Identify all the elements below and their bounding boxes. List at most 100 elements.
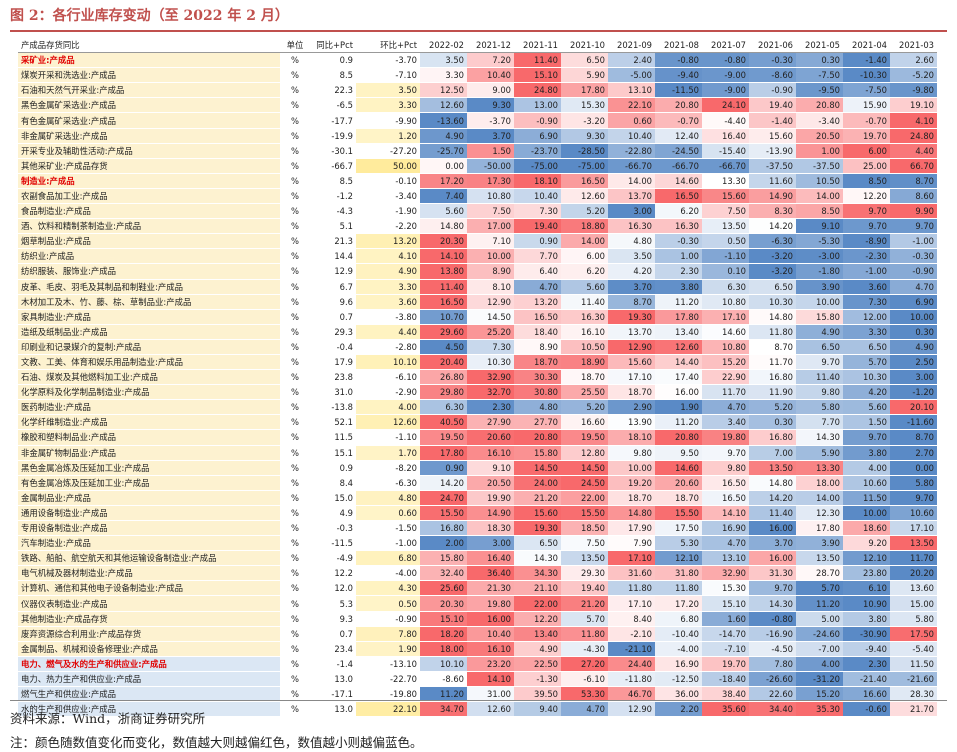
heatmap-cell: 6.00 (561, 248, 608, 265)
heatmap-cell: 8.10 (467, 279, 514, 295)
heatmap-cell: 32.90 (702, 565, 749, 582)
heatmap-cell: -37.50 (796, 158, 843, 174)
heatmap-cell: 8.50 (843, 173, 890, 189)
heatmap-cell: 6.10 (843, 580, 890, 597)
yoy-pct-cell: -66.7 (310, 158, 356, 174)
heatmap-cell: 15.10 (514, 67, 561, 84)
heatmap-cell: 12.90 (608, 701, 655, 718)
unit-cell: % (280, 354, 310, 371)
industry-name: 铁路、船舶、航空航天和其他运输设备制造业:产成品 (18, 550, 280, 567)
yoy-pct-cell: 15.1 (310, 445, 356, 461)
table-row: 燃气生产和供应业:产成品% -17.1 -19.80 11.20 31.00 39.50 5… (18, 686, 937, 703)
mom-pct-cell: 1.20 (356, 128, 420, 144)
heatmap-cell: -1.80 (796, 263, 843, 280)
yoy-pct-cell: 12.0 (310, 580, 356, 597)
heatmap-cell: -50.00 (467, 158, 514, 174)
heatmap-cell: 34.30 (514, 565, 561, 582)
heatmap-cell: 8.40 (608, 611, 655, 627)
mom-pct-cell: 4.10 (356, 248, 420, 265)
heatmap-cell: 2.60 (890, 52, 937, 69)
heatmap-cell: 17.00 (467, 218, 514, 235)
heatmap-cell: 18.00 (796, 475, 843, 491)
mom-pct-cell: -2.20 (356, 218, 420, 235)
heatmap-cell: 10.10 (420, 656, 467, 672)
mom-pct-cell: 50.00 (356, 158, 420, 174)
heatmap-cell: 13.30 (702, 173, 749, 189)
heatmap-cell: 22.90 (702, 369, 749, 386)
yoy-pct-cell: 8.5 (310, 67, 356, 84)
heatmap-cell: 14.30 (796, 429, 843, 446)
heatmap-cell: -0.30 (749, 52, 796, 69)
heatmap-cell: 21.20 (514, 490, 561, 506)
heatmap-cell: -9.00 (702, 82, 749, 99)
heatmap-cell: 15.80 (796, 309, 843, 325)
heatmap-cell: 18.10 (608, 429, 655, 446)
heatmap-cell: 9.80 (796, 384, 843, 401)
heatmap-cell: 4.20 (608, 263, 655, 280)
mom-pct-cell: 22.10 (356, 701, 420, 718)
heatmap-cell: 15.90 (843, 97, 890, 114)
industry-name: 制造业:产成品 (18, 173, 280, 189)
unit-cell: % (280, 565, 310, 582)
yoy-pct-cell: 5.3 (310, 595, 356, 612)
heatmap-cell: -1.10 (702, 248, 749, 265)
heatmap-cell: -1.00 (843, 263, 890, 280)
table-row: 金属制品业:产成品% 15.0 4.80 24.70 19.90 21.20 22.00 18… (18, 490, 937, 506)
yoy-pct-cell: 13.0 (310, 701, 356, 718)
unit-cell: % (280, 671, 310, 688)
table-row: 采矿业:产成品% 0.9 -3.70 3.50 7.20 11.40 6.50 2.40 -0.… (18, 52, 937, 69)
heatmap-cell: 16.50 (702, 490, 749, 506)
yoy-pct-cell: 23.4 (310, 641, 356, 657)
heatmap-cell: 0.90 (514, 233, 561, 250)
heatmap-cell: 14.00 (796, 490, 843, 506)
industry-name: 化学纤维制造业:产成品 (18, 414, 280, 431)
table-row: 其他制造业:产成品存货% 9.3 -0.90 15.10 16.00 12.20 5.70 8… (18, 611, 937, 627)
yoy-pct-cell: -0.4 (310, 339, 356, 355)
unit-cell: % (280, 535, 310, 552)
column-header: 2021-11 (514, 38, 561, 54)
heatmap-cell: 14.80 (608, 505, 655, 522)
yoy-pct-cell: -1.4 (310, 656, 356, 672)
table-row: 农副食品加工业:产成品% -1.2 -3.40 7.40 10.80 10.40 12.60… (18, 188, 937, 205)
heatmap-cell: 20.80 (796, 97, 843, 114)
heatmap-cell: 5.70 (561, 611, 608, 627)
heatmap-cell: 6.20 (655, 203, 702, 220)
heatmap-cell: 20.10 (890, 399, 937, 416)
heatmap-cell: 19.90 (467, 490, 514, 506)
heatmap-cell: 15.50 (561, 505, 608, 522)
heatmap-cell: 9.70 (702, 445, 749, 461)
source-note: 资料来源：Wind，浙商证券研究所 (10, 711, 206, 726)
heatmap-cell: 16.00 (655, 384, 702, 401)
table-row: 开采专业及辅助性活动:产成品% -30.1 -27.20 -25.70 1.50 -23.… (18, 143, 937, 159)
heatmap-cell: -5.00 (608, 67, 655, 84)
heatmap-cell: -8.60 (749, 67, 796, 84)
table-row: 印刷业和记录媒介的复制:产成品% -0.4 -2.80 4.50 7.30 8.90 10.… (18, 339, 937, 355)
heatmap-cell: 0.50 (702, 233, 749, 250)
heatmap-cell: 19.30 (608, 309, 655, 325)
mom-pct-cell: -1.50 (356, 520, 420, 537)
yoy-pct-cell: -6.5 (310, 97, 356, 114)
heatmap-cell: 3.90 (796, 535, 843, 552)
heatmap-cell: 9.70 (890, 218, 937, 235)
mom-pct-cell: 3.50 (356, 82, 420, 99)
heatmap-cell: 18.00 (420, 641, 467, 657)
heatmap-cell: 10.30 (749, 294, 796, 310)
industry-name: 有色金属冶炼及压延加工业:产成品 (18, 475, 280, 491)
heatmap-cell: 14.50 (561, 460, 608, 476)
heatmap-cell: 19.40 (561, 580, 608, 597)
heatmap-cell: 2.30 (843, 656, 890, 672)
heatmap-cell: 11.50 (890, 656, 937, 672)
heatmap-cell: 19.40 (749, 97, 796, 114)
heatmap-cell: 16.10 (561, 324, 608, 340)
unit-cell: % (280, 384, 310, 401)
heatmap-cell: 6.90 (890, 294, 937, 310)
heatmap-cell: 21.70 (890, 701, 937, 718)
heatmap-cell: 9.40 (514, 701, 561, 718)
unit-cell: % (280, 445, 310, 461)
heatmap-cell: 18.70 (608, 384, 655, 401)
heatmap-cell: 0.30 (749, 414, 796, 431)
heatmap-cell: 3.50 (608, 248, 655, 265)
mom-pct-cell: 13.20 (356, 233, 420, 250)
heatmap-cell: 6.50 (561, 52, 608, 69)
heatmap-cell: 17.40 (655, 369, 702, 386)
